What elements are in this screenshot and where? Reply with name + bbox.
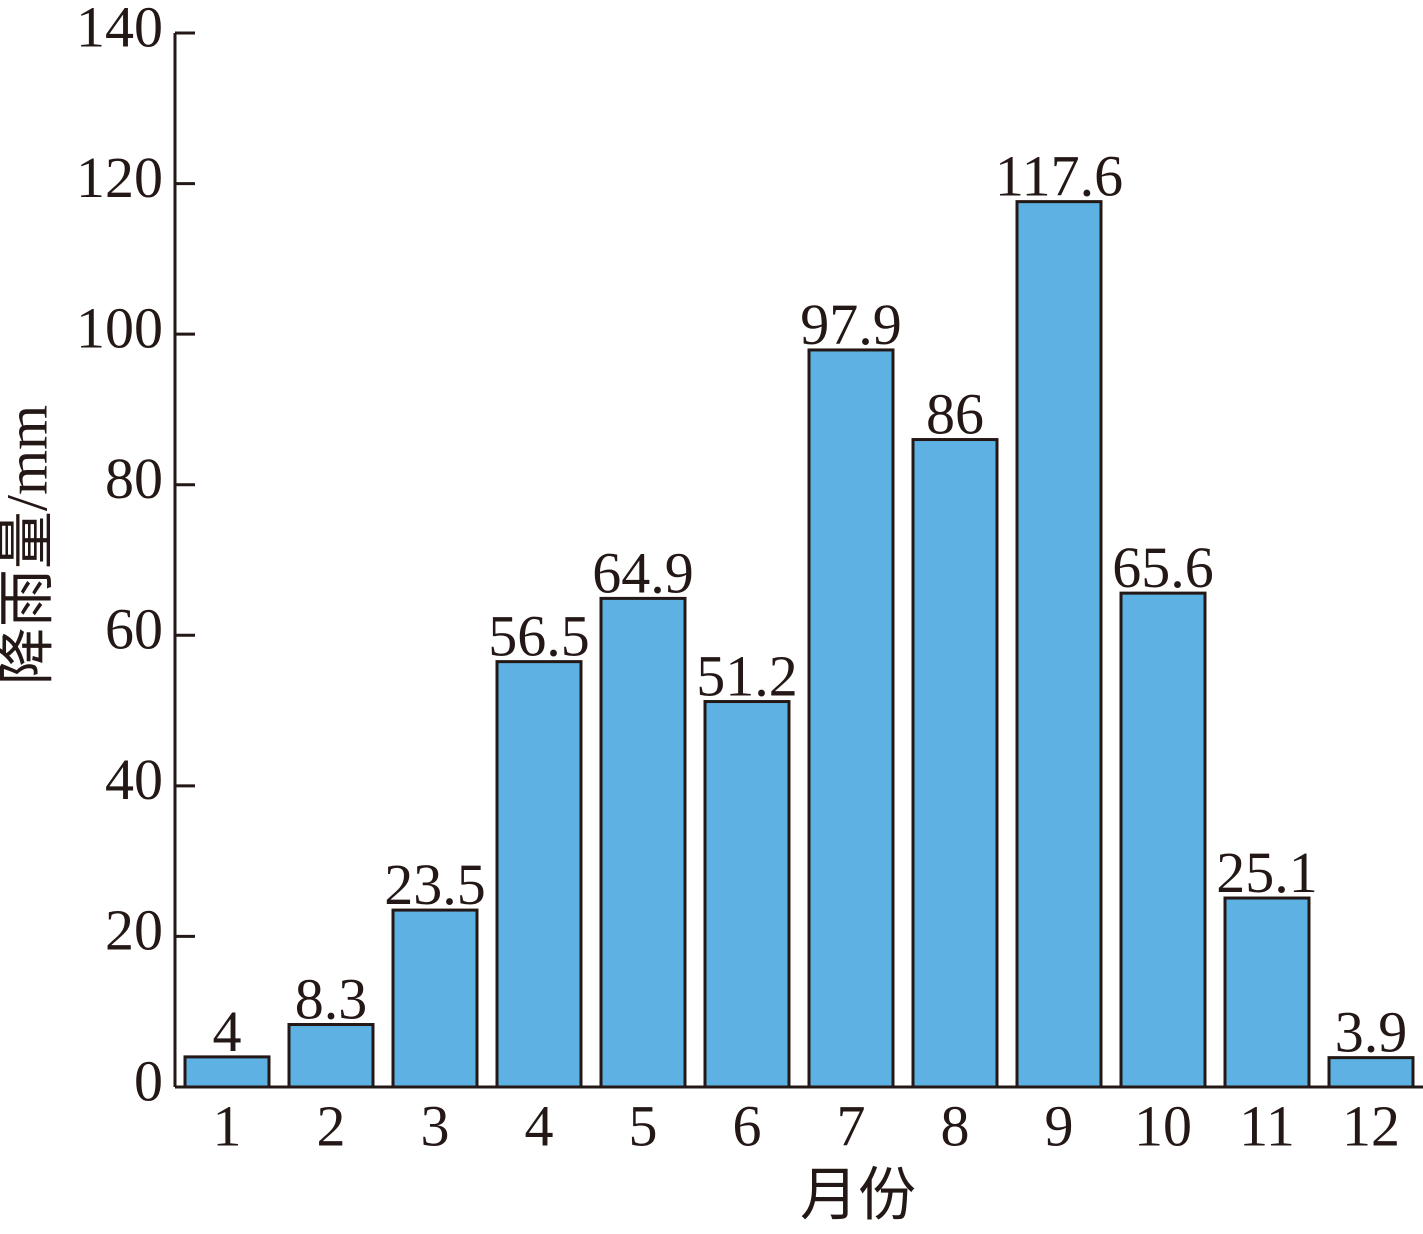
data-labels: 4 8.323.5 56.564.951.2 97.9 86 117.6 65.6 25.1 3…: [213, 144, 1408, 1065]
x-tick-label: 8: [941, 1093, 970, 1158]
data-label: 23.5: [384, 852, 486, 917]
y-tick-label: 120: [76, 145, 163, 210]
bar: [287, 1023, 375, 1089]
bar: [911, 438, 999, 1089]
x-tick-label: 12: [1342, 1093, 1400, 1158]
y-axis: 0 20 40 60 80 100 120 140: [76, 0, 195, 1113]
bars: [183, 200, 1415, 1089]
bar: [1119, 591, 1207, 1089]
y-tick-label: 140: [76, 0, 163, 59]
bar: [391, 908, 479, 1089]
x-axis-title: 月份: [800, 1162, 916, 1227]
y-axis-title: 降雨量/mm: [0, 405, 59, 685]
bar: [1327, 1056, 1415, 1089]
y-tick-label: 20: [105, 898, 163, 963]
x-tick-label: 4: [525, 1093, 554, 1158]
y-tick-label: 60: [105, 597, 163, 662]
bar: [807, 348, 895, 1089]
data-label: 97.9: [800, 292, 902, 357]
x-tick-label: 1: [213, 1093, 242, 1158]
x-tick-label: 5: [629, 1093, 658, 1158]
y-tick-label: 0: [134, 1048, 163, 1113]
bar: [183, 1055, 271, 1089]
bar: [1015, 200, 1103, 1089]
y-tick-label: 40: [105, 747, 163, 812]
bar: [1223, 896, 1311, 1089]
data-label: 65.6: [1112, 535, 1214, 600]
x-tick-label: 6: [733, 1093, 762, 1158]
data-label: 25.1: [1216, 840, 1318, 905]
y-tick-label: 80: [105, 446, 163, 511]
bar: [495, 660, 583, 1089]
data-label: 64.9: [592, 540, 694, 605]
x-tick-label: 2: [317, 1093, 346, 1158]
data-label: 117.6: [995, 144, 1123, 209]
bar: [599, 596, 687, 1089]
x-tick-label: 10: [1134, 1093, 1192, 1158]
x-tick-label: 11: [1239, 1093, 1295, 1158]
x-tick-label: 3: [421, 1093, 450, 1158]
data-label: 86: [926, 382, 984, 447]
x-tick-label: 7: [837, 1093, 866, 1158]
bar: [703, 700, 791, 1089]
data-label: 3.9: [1335, 1000, 1408, 1065]
data-label: 4: [213, 999, 242, 1064]
data-label: 51.2: [696, 644, 798, 709]
data-label: 8.3: [295, 967, 368, 1032]
x-tick-label: 9: [1045, 1093, 1074, 1158]
data-label: 56.5: [488, 604, 590, 669]
y-tick-label: 100: [76, 295, 163, 360]
